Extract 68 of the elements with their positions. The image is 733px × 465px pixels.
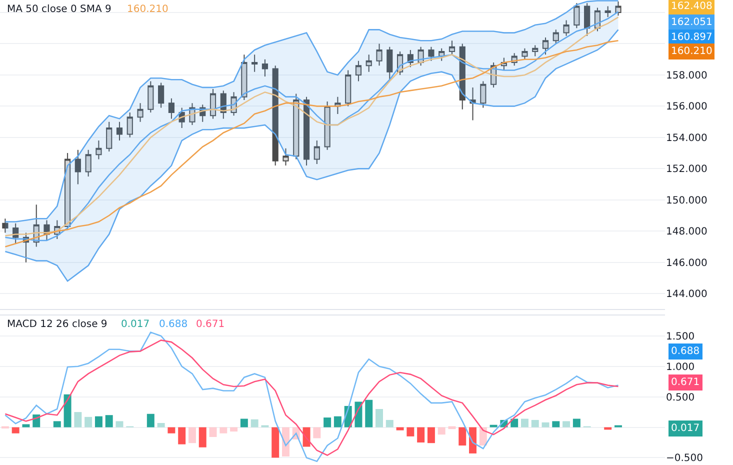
y-tick-label: 1.000 bbox=[666, 362, 695, 373]
text: 0.671 bbox=[671, 377, 700, 388]
bar bbox=[168, 427, 176, 434]
bar bbox=[250, 419, 258, 428]
bar bbox=[552, 421, 560, 428]
bar bbox=[386, 420, 394, 428]
bar bbox=[520, 418, 528, 428]
bar bbox=[220, 427, 228, 434]
y-tick-label: 146.000 bbox=[666, 258, 708, 269]
bar bbox=[324, 418, 332, 428]
bar bbox=[376, 409, 383, 428]
bar bbox=[572, 418, 580, 428]
text: 160.210 bbox=[671, 46, 712, 57]
chart-title: MACD 12 26 close 9 bbox=[7, 319, 108, 330]
bar bbox=[22, 424, 30, 428]
bar bbox=[438, 427, 446, 435]
bar bbox=[531, 420, 539, 428]
bar bbox=[334, 416, 342, 428]
annotation: 0.017 bbox=[121, 319, 150, 330]
bar bbox=[146, 414, 154, 428]
bar bbox=[188, 427, 196, 444]
bar bbox=[490, 424, 498, 428]
y-tick-label: 148.000 bbox=[666, 226, 708, 238]
bar bbox=[417, 427, 425, 442]
bar bbox=[313, 427, 321, 438]
annotation: 0.671 bbox=[196, 319, 225, 330]
bar bbox=[209, 427, 217, 437]
bar bbox=[396, 427, 404, 430]
bar bbox=[469, 427, 477, 454]
bar bbox=[365, 400, 373, 428]
bar bbox=[406, 427, 414, 436]
bar bbox=[282, 427, 290, 456]
bar bbox=[74, 412, 82, 428]
y-tick-label: −0.500 bbox=[666, 453, 704, 464]
y-tick-label: 150.000 bbox=[666, 195, 708, 206]
bar bbox=[157, 423, 165, 428]
y-tick-label: 158.000 bbox=[666, 70, 708, 82]
y-tick-label: 0.500 bbox=[666, 392, 695, 404]
text: 0.017 bbox=[671, 423, 700, 434]
text: 160.897 bbox=[671, 32, 712, 43]
y-tick-label: 1.500 bbox=[666, 331, 695, 342]
bar bbox=[230, 427, 238, 432]
bar bbox=[105, 415, 113, 428]
bar bbox=[84, 416, 92, 428]
bar bbox=[562, 421, 570, 428]
annotation: 0.688 bbox=[159, 319, 188, 330]
y-tick-label: 144.000 bbox=[666, 289, 708, 300]
y-tick-label: 154.000 bbox=[666, 132, 708, 144]
bar bbox=[542, 422, 550, 428]
bar bbox=[427, 427, 435, 444]
bar bbox=[64, 394, 72, 428]
bar bbox=[94, 416, 102, 428]
text: 162.051 bbox=[671, 17, 712, 28]
annotation: 160.210 bbox=[127, 4, 168, 15]
text: 0.688 bbox=[671, 346, 700, 357]
bar bbox=[178, 427, 186, 444]
y-tick-label: 152.000 bbox=[666, 164, 708, 176]
bar bbox=[116, 421, 124, 428]
bar bbox=[272, 427, 280, 458]
bar bbox=[12, 427, 20, 434]
bar bbox=[53, 421, 61, 428]
chart-title: MA 50 close 0 SMA 9 bbox=[7, 4, 112, 15]
bar bbox=[458, 427, 466, 446]
bar bbox=[240, 418, 248, 428]
y-tick-label: 156.000 bbox=[666, 102, 708, 113]
bar bbox=[510, 418, 518, 428]
text: 162.408 bbox=[671, 1, 712, 12]
bar bbox=[198, 427, 206, 448]
